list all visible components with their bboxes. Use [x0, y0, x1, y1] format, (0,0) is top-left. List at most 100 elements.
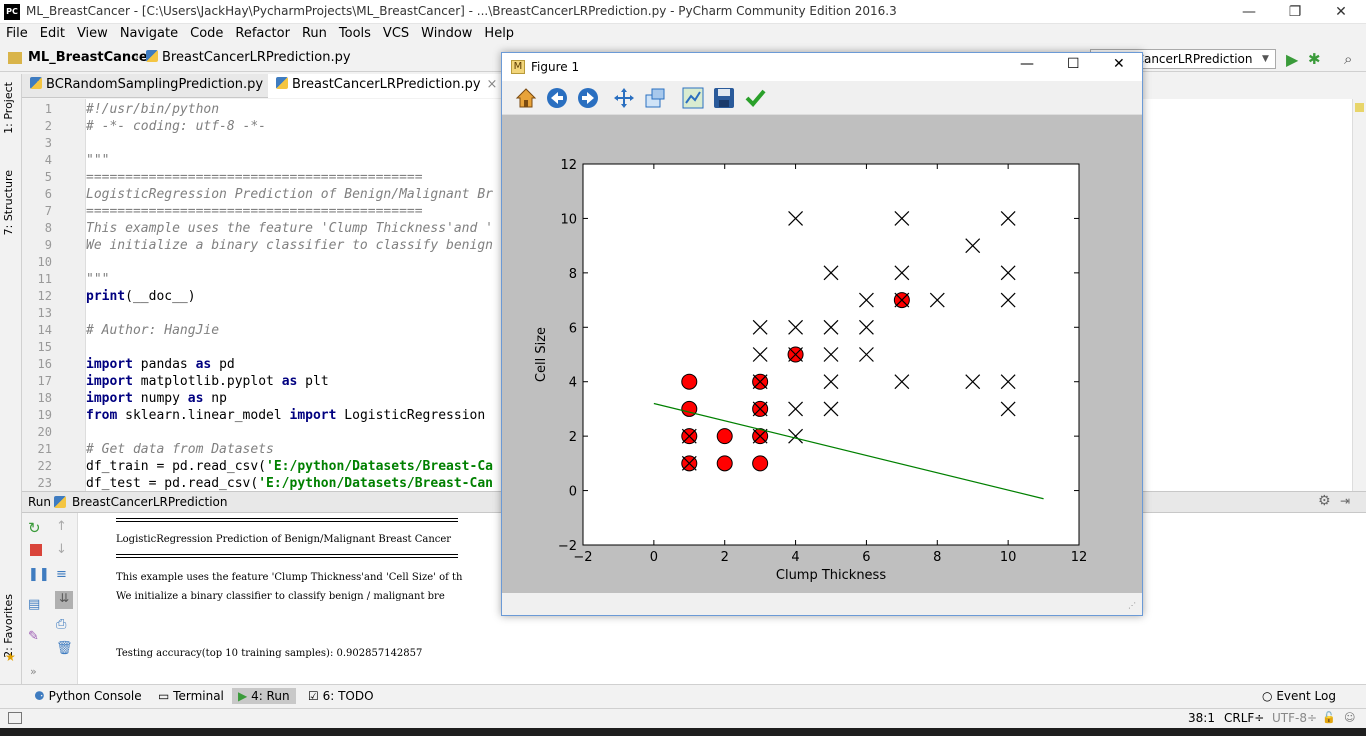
menu-edit[interactable]: Edit	[39, 26, 65, 41]
search-everywhere-icon[interactable]: ⌕	[1344, 50, 1353, 68]
chevron-down-icon[interactable]: ▼	[1262, 54, 1269, 64]
line-number: 20	[37, 425, 52, 439]
x-axis-label: Clump Thickness	[776, 568, 886, 583]
breadcrumb-project[interactable]: ML_BreastCancer	[28, 50, 155, 65]
zoom-rect-icon[interactable]	[644, 87, 666, 109]
figure-title: Figure 1	[531, 60, 580, 74]
breadcrumb-file[interactable]: BreastCancerLRPrediction.py	[146, 50, 351, 65]
malignant-cross-stroke	[823, 319, 839, 335]
print-icon[interactable]: ⎙	[56, 617, 67, 632]
close-icon[interactable]: ✕	[1335, 4, 1347, 20]
breadcrumb-separator-icon: ›	[134, 50, 140, 65]
menu-run[interactable]: Run	[301, 26, 327, 41]
scroll-to-end-icon[interactable]: ⇊	[55, 591, 73, 609]
configure-subplots-icon[interactable]	[682, 87, 704, 109]
hide-panel-icon[interactable]: ⇥	[1340, 494, 1351, 508]
malignant-cross-stroke	[823, 401, 839, 417]
menu-window[interactable]: Window	[421, 26, 473, 41]
structure-tool-tab[interactable]: 7: Structure	[2, 170, 15, 236]
malignant-point	[752, 319, 768, 335]
window-titlebar: PC ML_BreastCancer - [C:\Users\JackHay\P…	[0, 0, 1366, 24]
back-arrow-icon[interactable]	[546, 87, 568, 109]
menu-code[interactable]: Code	[190, 26, 224, 41]
malignant-cross-stroke	[965, 374, 981, 390]
soft-wrap-icon[interactable]: ≡	[56, 567, 67, 582]
tab-todo[interactable]: ☑ 6: TODO	[308, 689, 374, 703]
editor-scroll-strip[interactable]	[1352, 99, 1366, 491]
malignant-cross-stroke	[1000, 374, 1016, 390]
menu-refactor[interactable]: Refactor	[235, 26, 290, 41]
inspector-icon[interactable]: ☺	[1344, 711, 1356, 724]
run-icon[interactable]: ▶	[1286, 50, 1299, 69]
tab-terminal[interactable]: ▭ Terminal	[158, 689, 224, 703]
minimize-icon[interactable]: —	[1020, 56, 1034, 72]
menu-file[interactable]: File	[6, 26, 28, 41]
star-icon: ★	[5, 650, 16, 664]
malignant-cross-stroke	[681, 455, 697, 471]
tab-python-console[interactable]: ⚈ Python Console	[34, 689, 142, 703]
menu-help[interactable]: Help	[484, 26, 515, 41]
tab-bcrandomsampling[interactable]: BCRandomSamplingPrediction.py×	[22, 74, 290, 98]
event-log-icon: ○	[1262, 689, 1273, 703]
more-icon[interactable]: »	[30, 665, 37, 678]
arrow-up-icon[interactable]: ↑	[56, 519, 67, 534]
rerun-icon[interactable]: ↻	[28, 519, 41, 537]
menu-tools[interactable]: Tools	[338, 26, 371, 41]
home-icon[interactable]	[515, 87, 537, 109]
line-number: 15	[37, 340, 52, 354]
python-file-icon	[54, 496, 66, 508]
malignant-point	[859, 347, 874, 362]
menu-navigate[interactable]: Navigate	[119, 26, 179, 41]
code-token: df_train = pd.read_csv(	[86, 459, 267, 474]
debug-icon[interactable]: ✱	[1308, 50, 1321, 68]
menu-vcs[interactable]: VCS	[382, 26, 410, 41]
caret-position[interactable]: 38:1	[1188, 711, 1215, 725]
malignant-point	[681, 455, 697, 471]
figure-window[interactable]: M Figure 1 — ☐ ✕ −2 0 2 4 6 8 10 12 −2 0 2 4 6 8 10 12 C…	[501, 52, 1143, 616]
menu-view[interactable]: View	[76, 26, 108, 41]
close-tab-icon[interactable]: ×	[486, 77, 498, 92]
matplotlib-logo-icon: M	[511, 60, 525, 74]
maximize-icon[interactable]: ☐	[1067, 56, 1080, 72]
malignant-point	[752, 428, 768, 444]
malignant-point	[859, 319, 874, 335]
code-token: print	[86, 289, 126, 304]
tool-window-toggle-icon[interactable]	[8, 712, 22, 724]
forward-arrow-icon[interactable]	[577, 87, 599, 109]
pan-icon[interactable]	[613, 87, 635, 109]
minimize-icon[interactable]: —	[1242, 4, 1256, 20]
checkmark-icon[interactable]	[744, 87, 766, 109]
layout-icon[interactable]: ▤	[28, 597, 41, 612]
code-token: plt	[297, 374, 329, 389]
figure-canvas[interactable]: −2 0 2 4 6 8 10 12 −2 0 2 4 6 8 10 12 Clump Thickness Cel…	[502, 115, 1142, 593]
tab-run[interactable]: ▶ 4: Run	[232, 688, 296, 704]
trash-icon[interactable]: 🗑	[56, 641, 73, 656]
output-title: LogisticRegression Prediction of Benign/…	[116, 534, 452, 545]
project-tool-tab[interactable]: 1: Project	[2, 82, 15, 134]
save-icon[interactable]	[713, 87, 735, 109]
pin-icon[interactable]: ✎	[28, 629, 39, 644]
file-encoding[interactable]: UTF-8÷	[1272, 711, 1318, 725]
event-log-button[interactable]: ○ Event Log	[1262, 689, 1336, 703]
y-tick-label: −2	[558, 539, 577, 554]
tab-breastcancerlr[interactable]: BreastCancerLRPrediction.py ×	[268, 74, 507, 98]
arrow-down-icon[interactable]: ↓	[56, 542, 67, 557]
code-token: sklearn.linear_model	[117, 408, 290, 423]
scatter-chart[interactable]: −2 0 2 4 6 8 10 12 −2 0 2 4 6 8 10 12 Clump Thickness Cel…	[502, 115, 1142, 593]
code-token: as	[195, 357, 212, 372]
stop-icon[interactable]	[30, 544, 42, 556]
line-separator[interactable]: CRLF÷	[1224, 711, 1265, 725]
malignant-point	[823, 401, 839, 417]
resize-grip-icon[interactable]: ⋰	[1128, 601, 1136, 610]
malignant-cross-stroke	[752, 347, 768, 362]
line-number: 9	[44, 238, 52, 252]
gear-icon[interactable]: ⚙	[1318, 493, 1331, 509]
restore-icon[interactable]: ❐	[1288, 4, 1302, 20]
code-token: import	[289, 408, 337, 423]
output-line-1: This example uses the feature 'Clump Thi…	[116, 572, 463, 583]
close-icon[interactable]: ✕	[1113, 56, 1125, 72]
lock-icon[interactable]: 🔓	[1322, 711, 1336, 724]
pause-icon[interactable]: ❚❚	[28, 567, 50, 582]
favorites-tool-tab[interactable]: 2: Favorites	[2, 594, 15, 658]
pycharm-logo-icon: PC	[4, 4, 20, 20]
